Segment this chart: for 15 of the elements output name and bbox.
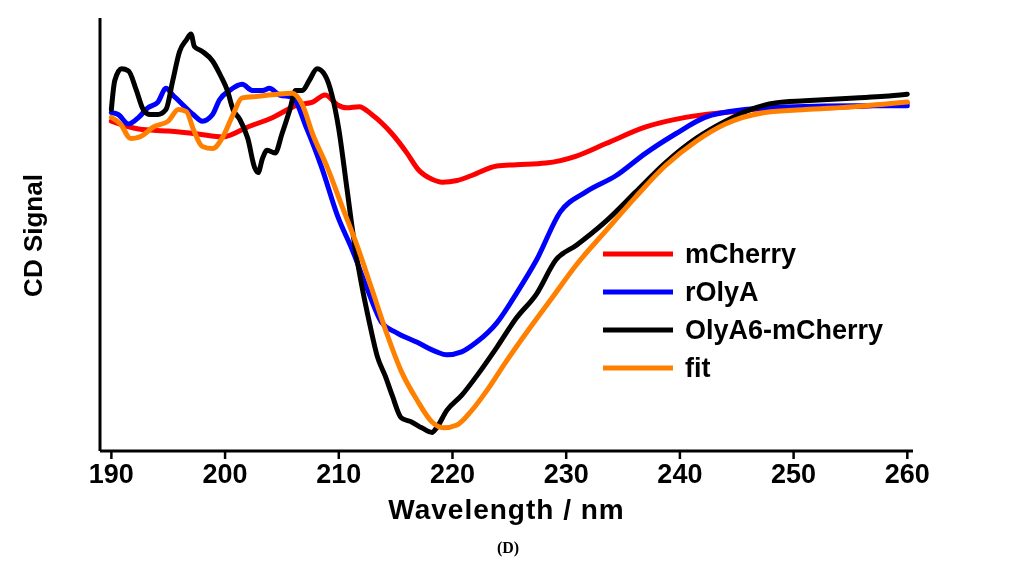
x-tick-label: 260 [884,459,930,489]
y-axis-title: CD Signal [18,174,48,297]
legend-label: rOlyA [685,277,759,307]
x-tick-label: 220 [429,459,476,489]
x-tick-label: 240 [657,459,703,489]
x-axis-title: Wavelength / nm [388,494,625,525]
x-tick-label: 190 [88,459,134,489]
legend-label: fit [685,353,711,383]
x-tick-label: 230 [543,459,589,489]
legend-label: OlyA6-mCherry [685,315,884,345]
legend-label: mCherry [685,239,797,269]
x-tick-label: 250 [771,459,817,489]
x-tick-label: 210 [316,459,362,489]
x-tick-label: 200 [202,459,248,489]
text: (D) [496,539,520,557]
